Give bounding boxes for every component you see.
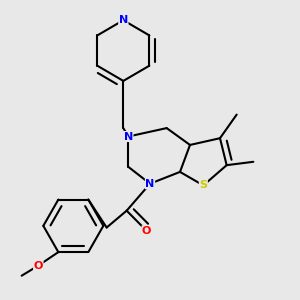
Text: S: S (199, 180, 207, 190)
Text: N: N (124, 131, 133, 142)
Text: O: O (34, 261, 43, 271)
Text: O: O (142, 226, 152, 236)
Text: N: N (119, 15, 128, 25)
Text: N: N (146, 179, 154, 189)
